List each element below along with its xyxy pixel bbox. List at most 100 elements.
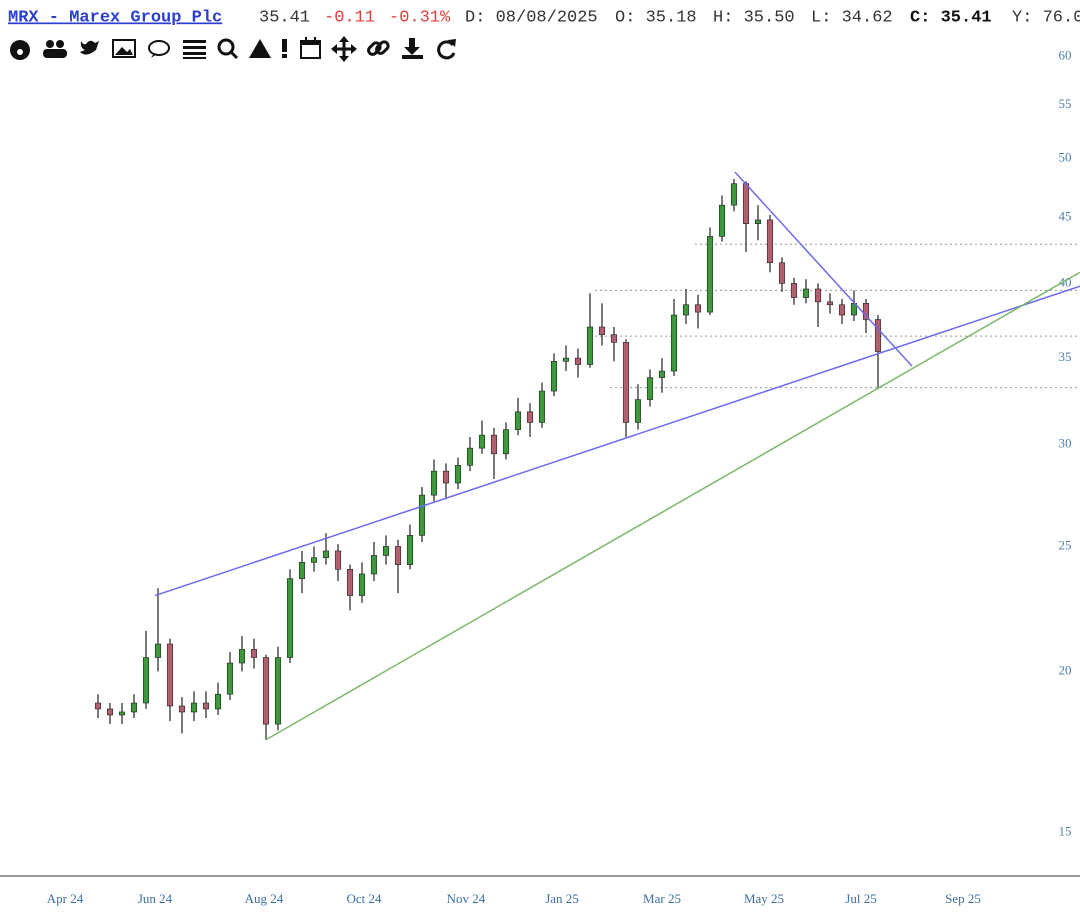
candle-body <box>154 643 162 658</box>
x-tick-label: Oct 24 <box>346 891 382 906</box>
candle-body <box>670 314 678 372</box>
candle-body <box>130 702 138 713</box>
candle-body <box>754 219 762 224</box>
date: D: 08/08/2025 <box>465 8 598 27</box>
candle-body <box>814 288 822 303</box>
candle-body <box>598 326 606 335</box>
candle-body <box>502 429 510 455</box>
download-icon[interactable] <box>402 38 423 59</box>
dashboard-icon[interactable] <box>10 40 30 60</box>
candle-body <box>610 334 618 343</box>
y-tick-label: 55 <box>1059 96 1072 111</box>
high: H: 35.50 <box>713 8 795 27</box>
low: L: 34.62 <box>811 8 893 27</box>
candle-body <box>478 434 486 449</box>
open: O: 35.18 <box>615 8 697 27</box>
toolbar <box>10 36 456 62</box>
x-tick-label: Jan 25 <box>545 891 579 906</box>
alert-icon[interactable] <box>282 39 287 58</box>
candle-body <box>694 304 702 313</box>
candle-body <box>550 361 558 392</box>
candle-body <box>442 470 450 484</box>
candle-body <box>874 319 882 352</box>
y-tick-label: 20 <box>1059 662 1072 677</box>
link-icon[interactable] <box>367 40 390 56</box>
search-icon[interactable] <box>217 38 239 60</box>
candle-body <box>118 711 126 716</box>
yield: Y: 76.0 <box>1012 8 1080 27</box>
calendar-icon[interactable] <box>300 37 321 59</box>
candle-body <box>718 204 726 237</box>
refresh-icon[interactable] <box>437 39 456 60</box>
y-tick-label: 35 <box>1059 349 1072 364</box>
candle-body <box>226 662 234 695</box>
candle-body <box>94 702 102 710</box>
trend-line <box>734 171 913 367</box>
y-tick-label: 45 <box>1059 208 1072 223</box>
comment-icon[interactable] <box>148 40 170 58</box>
candle-body <box>730 183 738 206</box>
x-tick-label: Jul 25 <box>845 891 876 906</box>
candle-body <box>622 342 630 423</box>
y-tick-label: 25 <box>1059 537 1072 552</box>
trend-line <box>265 271 1080 741</box>
symbol-link[interactable]: MRX - Marex Group Plc <box>8 8 222 27</box>
candle-body <box>490 434 498 455</box>
users-icon[interactable] <box>43 40 67 58</box>
x-tick-label: Jun 24 <box>138 891 173 906</box>
candle-body <box>682 304 690 316</box>
candle-body <box>274 657 282 725</box>
candle-body <box>526 411 534 423</box>
candle-body <box>238 649 246 664</box>
candle-body <box>646 377 654 400</box>
candle-body <box>286 578 294 658</box>
candle-body <box>202 702 210 710</box>
close: C: 35.41 <box>910 8 992 27</box>
last-price: 35.41 <box>259 8 310 27</box>
candle-body <box>658 370 666 378</box>
candle-body <box>790 283 798 298</box>
candle-body <box>310 557 318 563</box>
header: MRX - Marex Group Plc 35.41 -0.11 -0.31%… <box>8 8 1080 27</box>
x-tick-label: May 25 <box>744 891 784 906</box>
candle-body <box>838 304 846 316</box>
change: -0.11 <box>324 8 375 27</box>
y-tick-label: 50 <box>1059 149 1072 164</box>
candle-body <box>394 546 402 565</box>
x-tick-label: Mar 25 <box>643 891 681 906</box>
candle-body <box>178 705 186 713</box>
candle-body <box>706 236 714 313</box>
x-tick-label: Apr 24 <box>47 891 84 906</box>
candle-body <box>418 494 426 536</box>
image-icon[interactable] <box>112 39 136 58</box>
candle-body <box>142 657 150 704</box>
twitter-icon[interactable] <box>80 40 99 55</box>
y-tick-label: 30 <box>1059 435 1072 450</box>
candle-body <box>778 262 786 284</box>
candle-body <box>538 390 546 423</box>
candle-body <box>322 550 330 559</box>
candle-body <box>358 573 366 596</box>
candle-body <box>106 708 114 716</box>
candle-body <box>190 702 198 713</box>
candle-body <box>514 411 522 430</box>
candle-body <box>862 303 870 320</box>
candle-body <box>826 301 834 306</box>
candle-body <box>586 326 594 365</box>
x-tick-label: Sep 25 <box>945 891 981 906</box>
candle-body <box>166 643 174 707</box>
candle-body <box>334 550 342 570</box>
x-tick-label: Aug 24 <box>245 891 284 906</box>
list-icon[interactable] <box>183 40 206 59</box>
candle-body <box>430 470 438 496</box>
candle-body <box>382 546 390 556</box>
warning-icon[interactable] <box>249 39 271 58</box>
y-tick-label: 15 <box>1059 823 1072 838</box>
candle-body <box>574 357 582 365</box>
y-tick-label: 60 <box>1059 47 1072 62</box>
move-icon[interactable] <box>331 36 357 62</box>
candle-body <box>562 357 570 362</box>
candle-body <box>250 649 258 658</box>
